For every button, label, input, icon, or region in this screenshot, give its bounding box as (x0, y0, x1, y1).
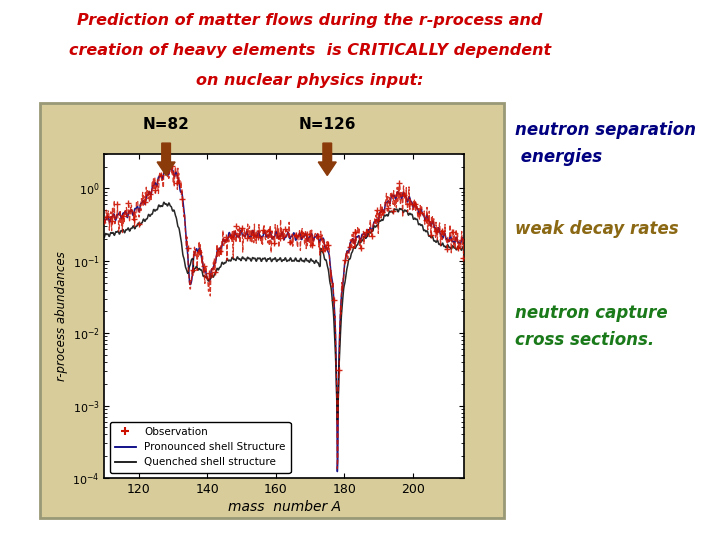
Text: weak decay rates: weak decay rates (515, 220, 678, 239)
Text: neutron separation: neutron separation (515, 120, 696, 139)
Text: N=126: N=126 (299, 117, 356, 132)
Text: energies: energies (515, 147, 602, 166)
Text: creation of heavy elements  is CRITICALLY dependent: creation of heavy elements is CRITICALLY… (68, 43, 551, 58)
Text: neutron capture: neutron capture (515, 304, 667, 322)
Y-axis label: r-process abundances: r-process abundances (55, 251, 68, 381)
Text: N=82: N=82 (143, 117, 189, 132)
Text: cross sections.: cross sections. (515, 331, 654, 349)
Text: on nuclear physics input:: on nuclear physics input: (196, 73, 423, 88)
Legend: Observation, Pronounced shell Structure, Quenched shell structure: Observation, Pronounced shell Structure,… (109, 422, 291, 472)
Text: Prediction of matter flows during the r-process and: Prediction of matter flows during the r-… (77, 14, 542, 29)
X-axis label: mass  number A: mass number A (228, 500, 341, 514)
